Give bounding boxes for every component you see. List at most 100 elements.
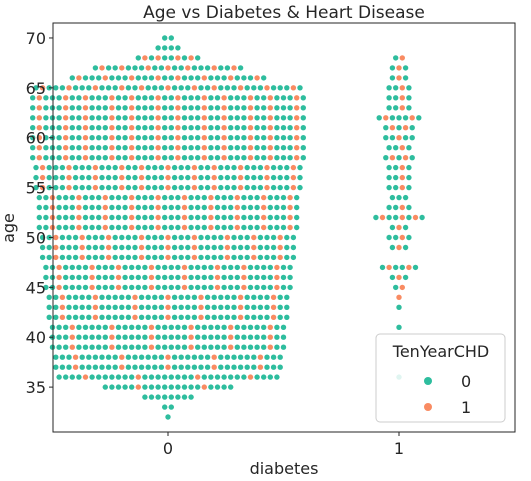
data-point	[89, 204, 95, 211]
data-point	[155, 324, 161, 330]
data-point	[228, 384, 234, 390]
data-point	[274, 105, 280, 111]
data-point	[254, 344, 260, 350]
data-point	[66, 294, 72, 300]
data-point	[69, 284, 76, 291]
data-point	[228, 135, 234, 141]
data-point	[195, 204, 201, 211]
data-point	[86, 174, 92, 181]
data-point	[122, 135, 128, 141]
data-point	[178, 244, 184, 251]
data-point	[115, 264, 122, 271]
data-point	[274, 214, 280, 221]
data-point	[125, 65, 132, 71]
data-point	[30, 145, 36, 151]
data-point	[175, 45, 181, 51]
data-point	[82, 194, 89, 201]
data-point	[277, 244, 283, 251]
data-point	[178, 184, 184, 191]
data-point	[122, 334, 128, 340]
data-point	[208, 284, 214, 291]
data-point	[251, 174, 257, 181]
data-point	[155, 155, 161, 161]
data-point	[396, 224, 402, 231]
data-point	[211, 164, 217, 171]
data-point	[148, 394, 155, 400]
data-point	[254, 274, 260, 281]
data-point	[155, 75, 161, 81]
data-point	[274, 135, 280, 141]
data-point	[251, 304, 257, 310]
data-point	[280, 284, 287, 291]
data-point	[247, 344, 254, 350]
data-point	[56, 135, 62, 141]
data-point	[277, 184, 283, 191]
data-point	[175, 324, 181, 330]
data-point	[162, 45, 168, 51]
data-point	[129, 105, 135, 111]
data-point	[237, 174, 244, 181]
data-point	[99, 364, 105, 370]
data-point	[284, 244, 290, 251]
data-point	[257, 85, 264, 91]
data-point	[211, 184, 217, 191]
data-point	[76, 334, 82, 340]
data-point	[148, 95, 155, 101]
data-point	[280, 344, 287, 350]
data-point	[175, 155, 181, 161]
data-point	[389, 135, 396, 141]
data-point	[254, 264, 260, 271]
data-point	[386, 105, 392, 111]
data-point	[211, 254, 217, 261]
data-point	[244, 174, 250, 181]
data-point	[201, 145, 207, 151]
data-point	[92, 364, 99, 370]
data-point	[251, 184, 257, 191]
data-point	[267, 274, 273, 281]
data-point	[261, 194, 267, 201]
data-point	[383, 135, 389, 141]
data-point	[188, 204, 194, 211]
data-point	[247, 194, 254, 201]
data-point	[412, 214, 419, 221]
data-point	[132, 184, 138, 191]
data-point	[201, 274, 207, 281]
data-point	[228, 374, 234, 380]
legend-title: TenYearCHD	[392, 342, 489, 361]
data-point	[162, 394, 168, 400]
data-point	[244, 254, 250, 261]
data-point	[241, 284, 247, 291]
data-point	[188, 75, 194, 81]
data-point	[234, 155, 240, 161]
data-point	[148, 374, 155, 380]
data-point	[76, 194, 82, 201]
data-point	[241, 194, 247, 201]
data-point	[122, 194, 128, 201]
data-point	[56, 214, 62, 221]
data-point	[251, 254, 257, 261]
data-point	[162, 55, 168, 61]
data-point	[138, 304, 145, 310]
y-axis-label: age	[0, 213, 18, 243]
data-point	[181, 135, 188, 141]
data-point	[208, 145, 214, 151]
data-point	[277, 164, 283, 171]
data-point	[181, 214, 188, 221]
data-point	[112, 354, 118, 360]
data-point	[46, 304, 52, 310]
data-point	[69, 274, 76, 281]
data-point	[89, 264, 95, 271]
data-point	[386, 204, 392, 211]
data-point	[234, 115, 240, 121]
data-point	[247, 155, 254, 161]
data-point	[191, 304, 198, 310]
data-point	[89, 135, 95, 141]
data-point	[168, 55, 174, 61]
data-point	[138, 184, 145, 191]
data-point	[188, 344, 194, 350]
data-point	[389, 194, 396, 201]
data-point	[109, 125, 115, 131]
data-point	[86, 354, 92, 360]
data-point	[195, 264, 201, 271]
data-point	[274, 324, 280, 330]
